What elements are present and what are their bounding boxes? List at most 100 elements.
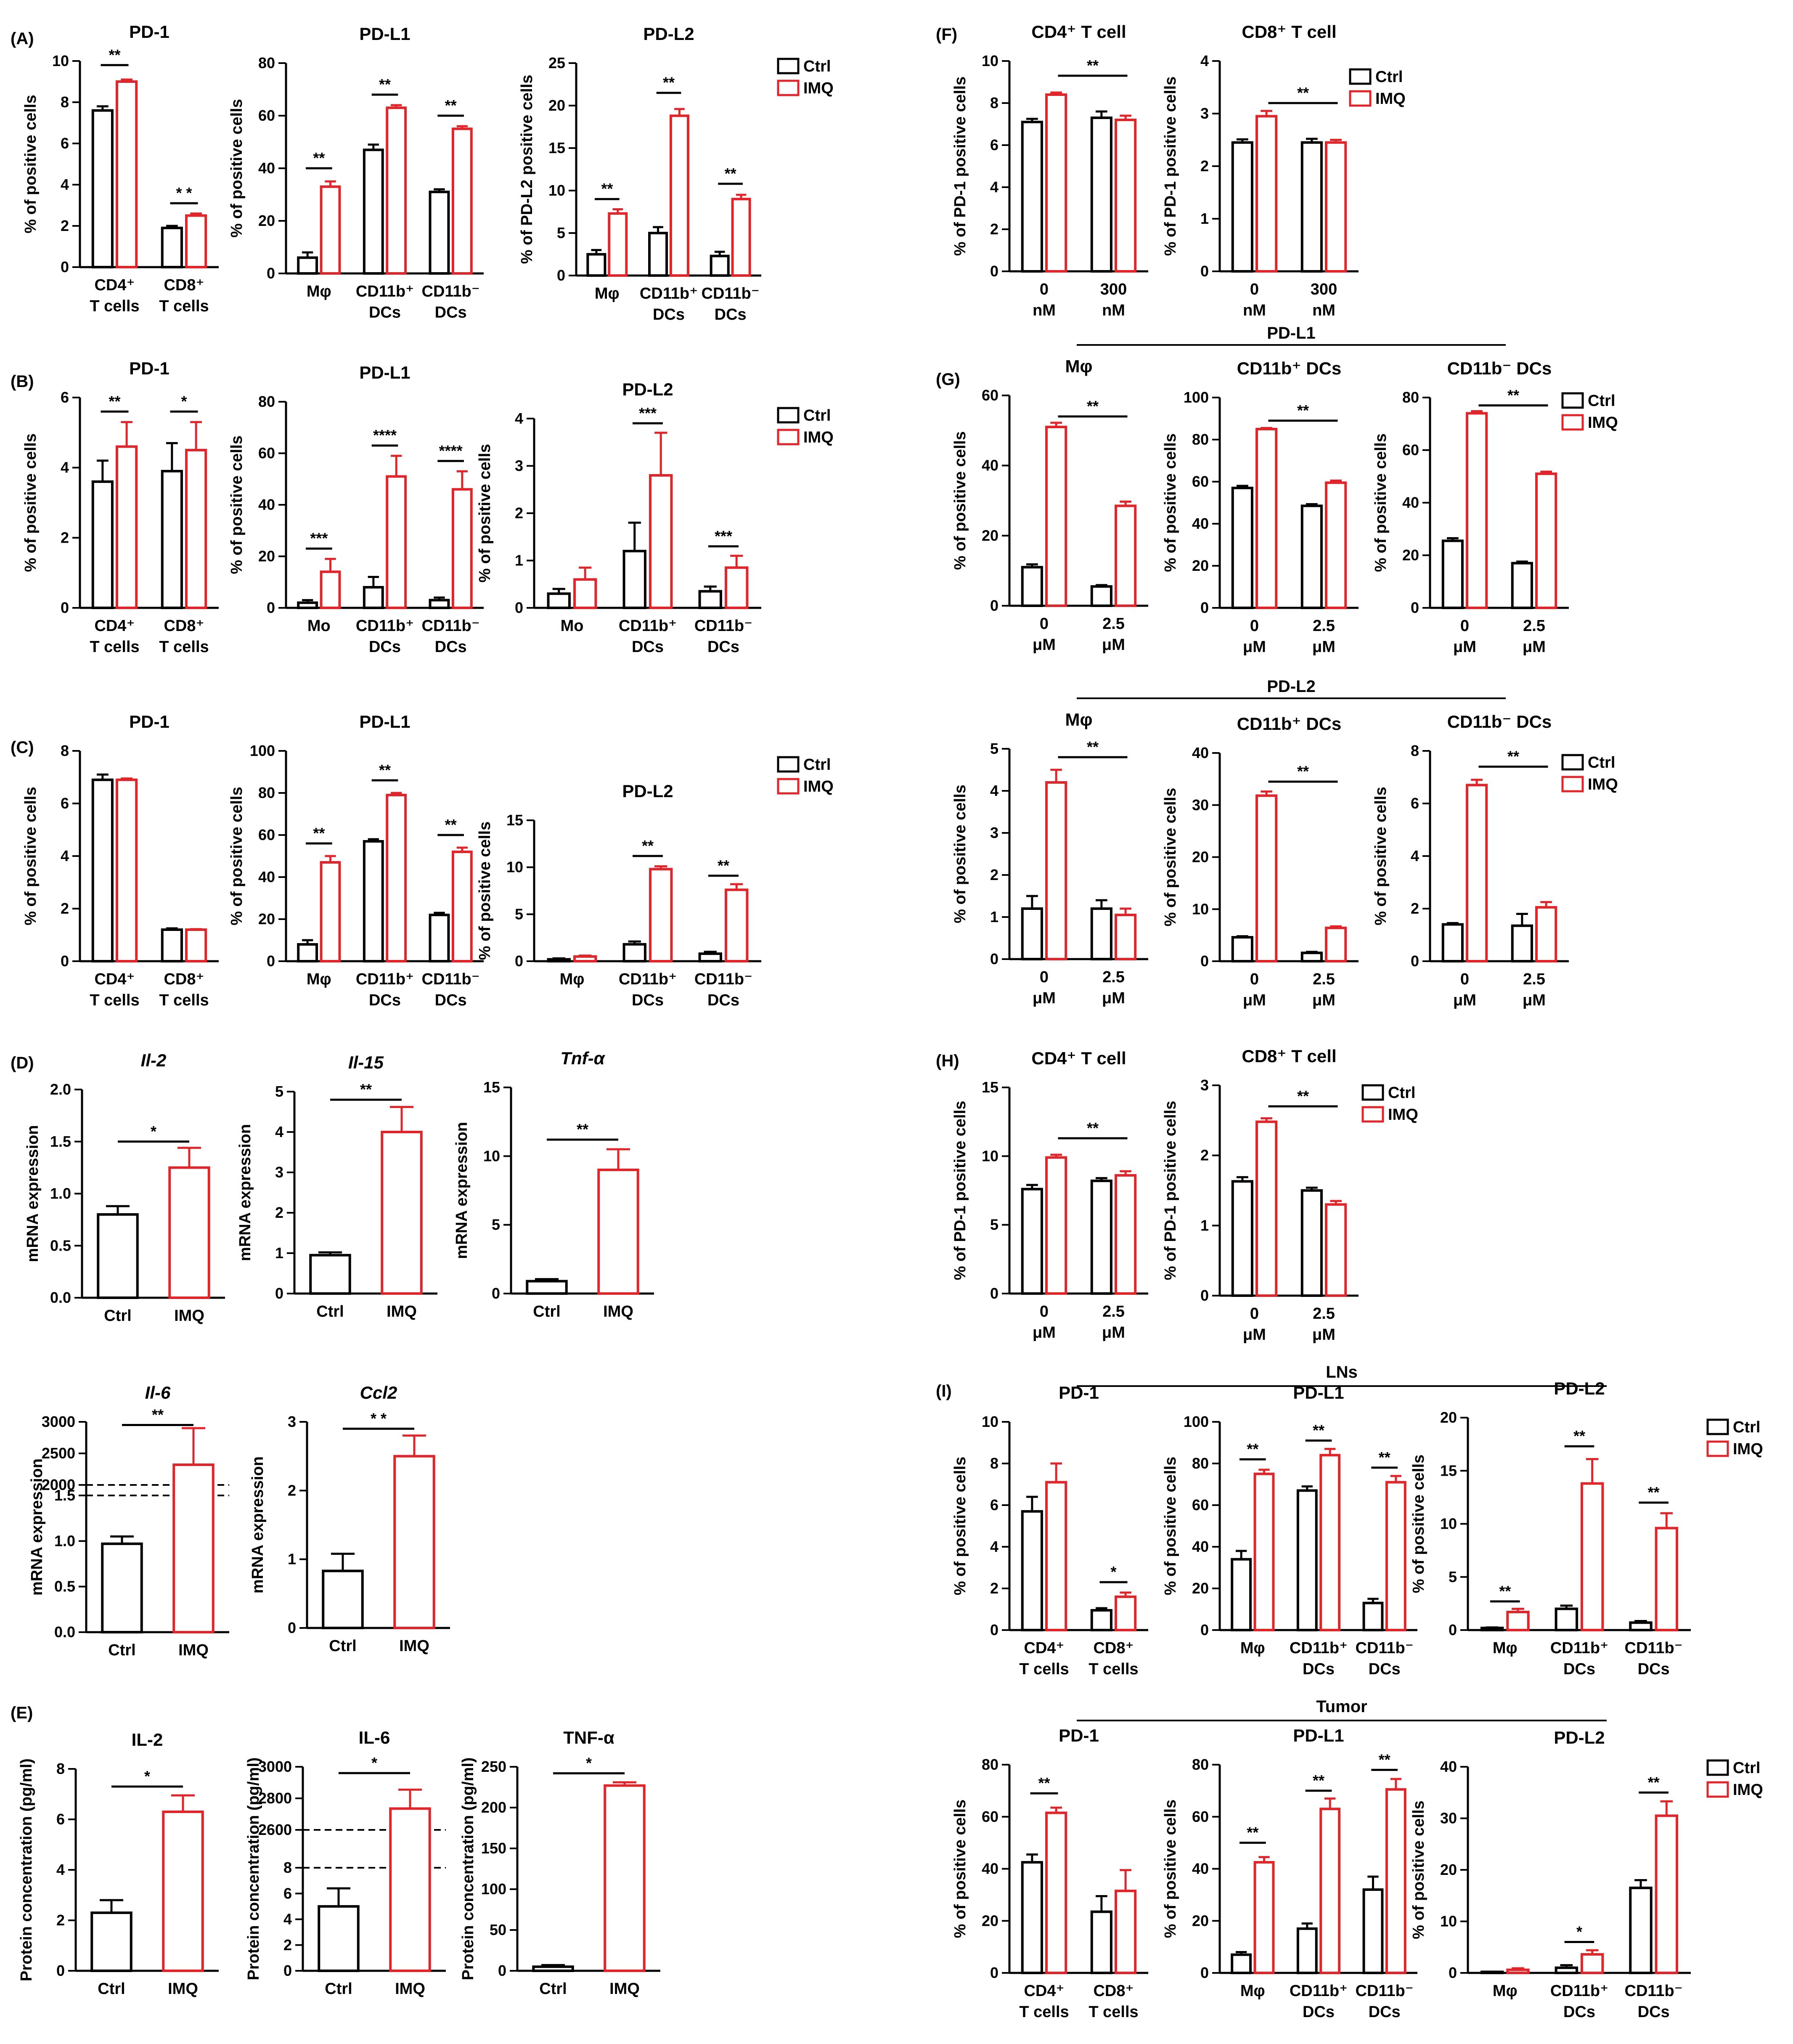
bar bbox=[1090, 1609, 1112, 1632]
y-tick-label: 3000 bbox=[258, 1758, 292, 1775]
y-tick-label: 20 bbox=[258, 910, 275, 928]
bar bbox=[381, 1131, 423, 1295]
x-tick-label: Ctrl bbox=[533, 1303, 560, 1320]
y-tick-label: 20 bbox=[982, 527, 998, 544]
y-tick-label: 40 bbox=[258, 496, 275, 513]
x-tick-label: DCs bbox=[1303, 2003, 1335, 2021]
significance-label: *** bbox=[310, 530, 328, 547]
x-tick-label: DCs bbox=[632, 638, 664, 656]
y-tick-label: 50 bbox=[490, 1921, 506, 1938]
bar bbox=[698, 590, 722, 609]
y-tick-label: 0 bbox=[1411, 599, 1419, 616]
y-axis-label: Protein concentration (pg/ml) bbox=[18, 1758, 35, 1981]
legend-swatch bbox=[1361, 1106, 1384, 1123]
y-tick-label: 100 bbox=[250, 742, 275, 759]
chart-title: PD-L2 bbox=[1554, 1728, 1605, 1747]
legend-label: Ctrl bbox=[803, 407, 831, 424]
x-tick-label: 0 bbox=[1040, 615, 1049, 633]
x-tick-label: μM bbox=[1102, 989, 1125, 1007]
chart-g2: 0 20 40 60 80 100 CD11b⁺ DCs % of positive cell… bbox=[1162, 358, 1359, 656]
y-tick-label: 2 bbox=[1411, 900, 1419, 917]
bar bbox=[1045, 426, 1067, 607]
y-tick-label: 40 bbox=[982, 457, 998, 474]
legend-label: Ctrl bbox=[803, 58, 831, 75]
chart-b3: 0 1 2 3 4 PD-L2 % of positive cells Mo CD11b⁺ DCs… bbox=[476, 379, 834, 656]
significance-label: **** bbox=[373, 427, 397, 444]
significance-label: ** bbox=[445, 816, 457, 833]
y-axis-label: % of positive cells bbox=[1162, 1800, 1179, 1938]
y-tick-label: 2 bbox=[61, 900, 69, 917]
bar bbox=[725, 888, 749, 962]
bar bbox=[172, 1463, 215, 1633]
significance-label: ** bbox=[1087, 1119, 1099, 1137]
x-tick-label: CD8⁺ bbox=[164, 276, 204, 294]
y-tick-label: 80 bbox=[1402, 389, 1419, 406]
bar bbox=[1319, 1808, 1341, 1974]
y-axis-label: % of positive cells bbox=[22, 95, 40, 233]
y-tick-label: 3000 bbox=[42, 1413, 75, 1430]
y-tick-label: 80 bbox=[1192, 431, 1209, 448]
bar bbox=[1385, 1788, 1406, 1974]
x-tick-label: T cells bbox=[90, 297, 139, 315]
y-tick-label: 0 bbox=[1200, 1287, 1209, 1304]
chart-title: PD-L1 bbox=[359, 363, 410, 382]
group-header-title: PD-L2 bbox=[1267, 677, 1316, 696]
group-header-title: PD-L1 bbox=[1267, 324, 1316, 342]
bar bbox=[185, 449, 207, 609]
y-tick-label: 8 bbox=[990, 94, 998, 111]
bar bbox=[161, 928, 183, 962]
chart-d3: 0 5 10 15 Tnf-α mRNA expression Ctrl IMQ ** bbox=[453, 1048, 654, 1320]
y-tick-label: 80 bbox=[1192, 1455, 1209, 1472]
y-tick-label: 60 bbox=[258, 107, 275, 124]
x-tick-label: T cells bbox=[1089, 1660, 1138, 1678]
y-tick-label: 0.0 bbox=[54, 1623, 75, 1641]
legend-label: Ctrl bbox=[1733, 1759, 1760, 1777]
x-tick-label: Mφ bbox=[1240, 1982, 1265, 2000]
x-tick-label: Ctrl bbox=[104, 1307, 131, 1325]
chart-title: PD-L2 bbox=[643, 24, 694, 44]
x-tick-label: μM bbox=[1243, 992, 1266, 1009]
legend-label: Ctrl bbox=[1375, 68, 1403, 86]
group-header-title: Tumor bbox=[1316, 1697, 1367, 1716]
bar bbox=[1255, 428, 1278, 609]
legend-swatch bbox=[777, 407, 800, 424]
x-tick-label: 2.5 bbox=[1313, 1305, 1335, 1323]
x-tick-label: Mφ bbox=[1240, 1639, 1265, 1657]
bar bbox=[622, 943, 646, 963]
bar bbox=[1580, 1482, 1604, 1632]
legend-label: Ctrl bbox=[1588, 754, 1615, 771]
x-tick-label: DCs bbox=[632, 992, 664, 1009]
y-tick-label: 10 bbox=[982, 1147, 998, 1164]
y-axis-label: % of positive cells bbox=[476, 822, 494, 960]
y-tick-label: 10 bbox=[1440, 1913, 1457, 1930]
significance-label: * bbox=[1110, 1563, 1116, 1580]
bar bbox=[1555, 1966, 1578, 1974]
significance-label: ** bbox=[1087, 57, 1099, 74]
y-tick-label: 30 bbox=[1192, 796, 1209, 814]
bar bbox=[162, 1811, 204, 1972]
panel-label: (I) bbox=[936, 1382, 952, 1400]
y-tick-label: 0 bbox=[267, 952, 275, 970]
bar bbox=[604, 1784, 646, 1972]
significance-label: * bbox=[181, 392, 187, 410]
x-tick-label: CD8⁺ bbox=[1093, 1639, 1134, 1657]
bar bbox=[1506, 1968, 1530, 1974]
y-axis-label: % of positive cells bbox=[228, 99, 246, 237]
x-tick-label: Ctrl bbox=[539, 1980, 567, 1998]
x-tick-label: 0 bbox=[1250, 617, 1259, 635]
y-axis-label: % of positive cells bbox=[1372, 787, 1390, 925]
y-tick-label: 2 bbox=[990, 1580, 998, 1597]
x-tick-label: DCs bbox=[707, 638, 739, 656]
chart-i3: 0 5 10 15 20 PD-L2 % of positive cells Mφ CD11b⁺… bbox=[1410, 1379, 1763, 1678]
y-axis-label: % of positive cells bbox=[951, 431, 969, 570]
x-tick-label: Mφ bbox=[560, 970, 585, 988]
chart-title: PD-1 bbox=[1059, 1726, 1099, 1745]
y-tick-label: 6 bbox=[283, 1885, 292, 1902]
y-tick-label: 5 bbox=[515, 905, 523, 923]
bar bbox=[710, 255, 730, 277]
y-tick-label: 2 bbox=[275, 1204, 283, 1221]
y-tick-label: 3 bbox=[990, 824, 998, 841]
y-tick-label: 8 bbox=[1411, 742, 1419, 759]
bar bbox=[1045, 1156, 1067, 1295]
